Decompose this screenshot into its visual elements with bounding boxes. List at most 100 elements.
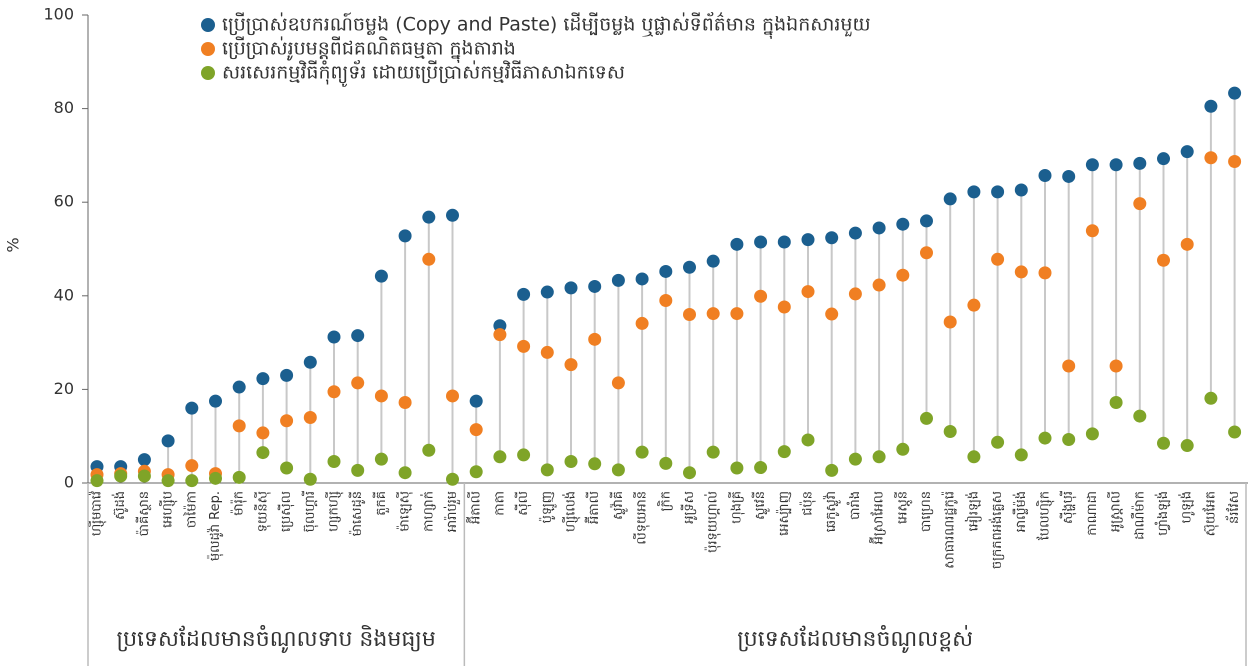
y-tick-label: 80 bbox=[54, 98, 74, 117]
legend-label: ប្រើប្រាស់ឧបករណ៍ចម្លង (Copy and Paste) ដ… bbox=[222, 12, 871, 40]
x-tick-label: ន័រវែស bbox=[1225, 491, 1242, 524]
dot bbox=[280, 368, 294, 382]
dot bbox=[446, 472, 459, 486]
x-tick-label: ប៊ុលហ្គារី bbox=[301, 491, 319, 532]
dot bbox=[1204, 391, 1218, 405]
x-tick-label: ប៉ូឡូញ bbox=[538, 491, 557, 523]
x-tick-label: ប៉ាគីស្ថាន bbox=[135, 491, 152, 536]
dot bbox=[967, 298, 981, 312]
dot bbox=[90, 474, 104, 488]
x-tick-label: ក្រិក bbox=[656, 491, 673, 511]
dot bbox=[185, 474, 199, 488]
x-tick-label: តួកគី bbox=[372, 491, 390, 516]
dot bbox=[422, 443, 436, 457]
dot bbox=[611, 273, 625, 287]
legend-label: សរសេរកម្មវិធីកុំព្យូទ័រ ដោយប្រើប្រាស់កម្… bbox=[222, 60, 625, 88]
dot bbox=[1062, 169, 1076, 183]
dot bbox=[422, 252, 436, 266]
dot bbox=[1062, 359, 1076, 373]
x-tick-label: បារាំង bbox=[846, 491, 863, 520]
dot bbox=[1228, 154, 1242, 168]
dot bbox=[232, 470, 246, 484]
dot bbox=[920, 214, 933, 228]
dot bbox=[398, 396, 412, 410]
dot bbox=[564, 454, 578, 468]
x-tick-label: ម៉ាឡេស៊ី bbox=[396, 491, 414, 532]
dot bbox=[232, 419, 246, 433]
dot bbox=[564, 281, 578, 295]
dot bbox=[1133, 156, 1147, 170]
dot bbox=[1204, 99, 1218, 113]
legend-marker bbox=[201, 18, 215, 32]
dot bbox=[137, 469, 151, 483]
dot bbox=[1180, 145, 1194, 159]
x-tick-label: អូស្ត្រាលី bbox=[1107, 491, 1125, 532]
dot bbox=[540, 345, 554, 359]
dot bbox=[374, 389, 388, 403]
x-tick-label: អៀរឡង់ bbox=[964, 491, 982, 531]
dot bbox=[1085, 158, 1099, 172]
dot bbox=[1014, 448, 1028, 462]
dot bbox=[209, 394, 222, 408]
x-tick-label: ដាណឺម៉ាក bbox=[1130, 491, 1147, 540]
dot bbox=[1228, 86, 1242, 100]
dot bbox=[967, 185, 981, 199]
dot bbox=[398, 229, 412, 243]
dot bbox=[943, 425, 957, 439]
x-tick-label: ម៉ារ៉ុក bbox=[230, 491, 248, 516]
dot bbox=[1133, 197, 1147, 211]
dot bbox=[777, 235, 791, 249]
dot bbox=[374, 269, 388, 283]
dot bbox=[280, 461, 294, 475]
dot bbox=[991, 252, 1005, 266]
dot bbox=[303, 410, 317, 424]
dot bbox=[374, 452, 388, 466]
dot bbox=[683, 308, 696, 322]
dot bbox=[493, 450, 507, 464]
x-tick-label: អាល្លឺម៉ង់ bbox=[1012, 491, 1029, 532]
x-tick-label: ស៊ុយអែត bbox=[1201, 491, 1219, 536]
group-label: ប្រទេសដែលមានចំណូលខ្ពស់ bbox=[737, 625, 973, 653]
x-tick-label: ម៉ុលដូវ៉ា Rep. bbox=[206, 491, 224, 561]
y-tick-label: 20 bbox=[54, 379, 74, 398]
dot bbox=[540, 463, 554, 477]
dot bbox=[801, 285, 815, 299]
x-tick-label: កាតា bbox=[492, 491, 507, 516]
dot bbox=[920, 411, 933, 425]
dot bbox=[185, 401, 199, 415]
dot bbox=[872, 221, 886, 235]
dot bbox=[706, 254, 720, 268]
dot bbox=[446, 208, 459, 222]
dot bbox=[351, 329, 365, 343]
dot bbox=[232, 380, 246, 394]
dot bbox=[1038, 169, 1052, 183]
dot bbox=[327, 330, 341, 344]
dot bbox=[327, 454, 341, 468]
legend-marker bbox=[201, 66, 215, 80]
dot bbox=[920, 246, 933, 260]
dot bbox=[896, 442, 910, 456]
dot bbox=[1157, 253, 1170, 267]
x-tick-label: ប៉ុរទុយហ្គាល់ bbox=[704, 491, 722, 553]
dot bbox=[872, 450, 886, 464]
dot bbox=[611, 463, 625, 477]
dot bbox=[351, 376, 365, 390]
dot bbox=[161, 474, 175, 488]
dot bbox=[825, 231, 839, 245]
x-tick-label: ហ្វាំងឡង់ bbox=[1154, 491, 1171, 536]
x-tick-label: ប្រេស៊ីល bbox=[277, 491, 295, 532]
dot bbox=[1109, 158, 1123, 172]
x-tick-label: ស៊ូដង់ bbox=[111, 491, 129, 520]
legend-marker bbox=[201, 42, 215, 56]
dot bbox=[469, 423, 483, 437]
x-tick-label: បាហ្រេន bbox=[919, 491, 934, 532]
dot bbox=[137, 453, 151, 467]
dot bbox=[611, 376, 625, 390]
x-tick-label: ទុយនីស៊ី bbox=[253, 491, 271, 532]
dot bbox=[517, 287, 531, 301]
dot bbox=[991, 185, 1005, 199]
x-tick-label: ហ្ស៊ីលេង់ bbox=[562, 491, 581, 532]
x-tick-label: អូទ្រីស bbox=[680, 491, 698, 524]
x-tick-label: កាណាដា bbox=[1085, 491, 1100, 536]
